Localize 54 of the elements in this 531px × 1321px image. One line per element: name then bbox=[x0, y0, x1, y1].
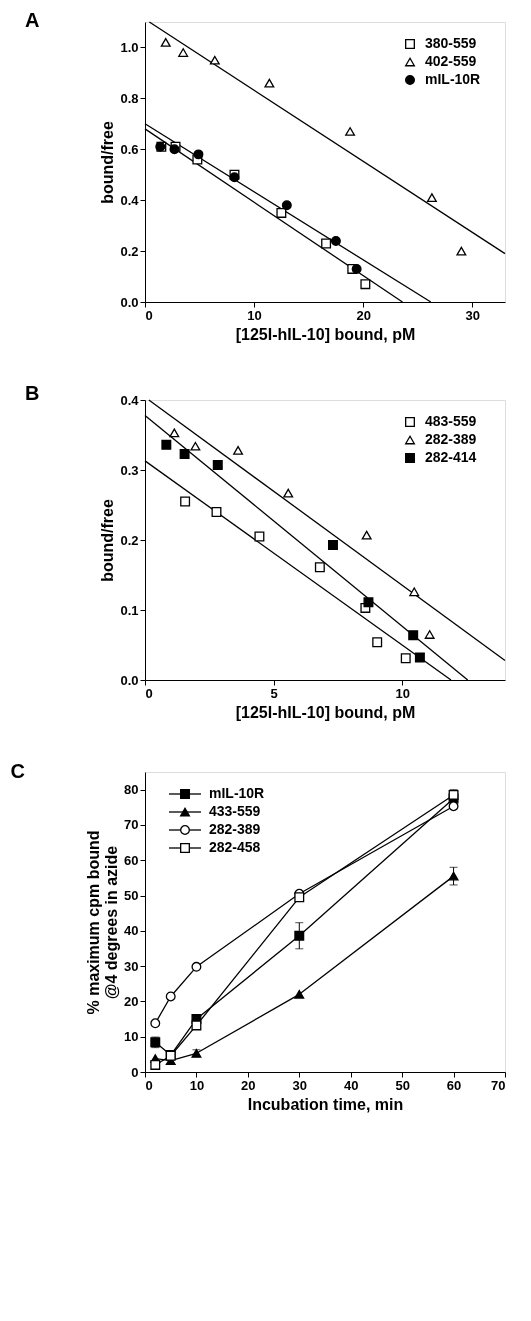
y-tick-label: 20 bbox=[124, 993, 139, 1009]
y-tick-label: 70 bbox=[124, 817, 139, 833]
legend-label: 402-559 bbox=[425, 53, 477, 69]
y-tick-label: 0.2 bbox=[120, 532, 139, 548]
y-tick-label: 0.3 bbox=[120, 462, 139, 478]
legend-label: 433-559 bbox=[209, 803, 261, 819]
y-axis-title: bound/free bbox=[99, 121, 117, 204]
x-axis-title: [125I-hIL-10] bound, pM bbox=[235, 325, 416, 343]
y-tick-label: 0.2 bbox=[120, 243, 139, 259]
legend-label: mIL-10R bbox=[425, 71, 481, 87]
y-tick-label: 80 bbox=[124, 782, 139, 798]
y-tick-label: 10 bbox=[124, 1029, 139, 1045]
y-tick-label: 0.0 bbox=[120, 672, 139, 688]
y-tick-label: 0.1 bbox=[120, 602, 139, 618]
legend-label: 282-389 bbox=[425, 431, 477, 447]
y-tick-label: 0.0 bbox=[120, 294, 139, 310]
x-axis-title: [125I-hIL-10] bound, pM bbox=[235, 703, 416, 721]
x-tick-label: 70 bbox=[491, 1077, 506, 1093]
y-tick-label: 50 bbox=[124, 888, 139, 904]
x-tick-label: 10 bbox=[189, 1077, 205, 1093]
x-tick-label: 10 bbox=[395, 685, 410, 701]
x-tick-label: 0 bbox=[145, 685, 153, 701]
x-tick-label: 30 bbox=[465, 307, 481, 323]
legend-label: 380-559 bbox=[425, 35, 477, 51]
x-tick-label: 0 bbox=[145, 1077, 153, 1093]
legend-label: 282-414 bbox=[425, 449, 477, 465]
chart-title: A bbox=[24, 9, 40, 32]
x-tick-label: 30 bbox=[292, 1077, 308, 1093]
x-tick-label: 60 bbox=[446, 1077, 462, 1093]
y-tick-label: 0 bbox=[131, 1064, 139, 1080]
legend-label: 282-389 bbox=[209, 821, 261, 837]
y-tick-label: 0.4 bbox=[120, 392, 140, 408]
y-tick-label: 30 bbox=[124, 958, 139, 974]
y-axis-title: % maximum cpm bound @4 degrees in azide bbox=[85, 830, 121, 1015]
y-tick-label: 40 bbox=[124, 923, 139, 939]
x-tick-label: 20 bbox=[241, 1077, 256, 1093]
y-tick-label: 1.0 bbox=[120, 39, 139, 55]
x-tick-label: 5 bbox=[270, 685, 278, 701]
x-tick-label: 0 bbox=[145, 307, 153, 323]
legend-label: 483-559 bbox=[425, 413, 477, 429]
legend-label: 282-458 bbox=[209, 839, 261, 855]
x-tick-label: 20 bbox=[356, 307, 371, 323]
y-tick-label: 0.8 bbox=[120, 90, 139, 106]
x-tick-label: 40 bbox=[343, 1077, 359, 1093]
x-axis-title: Incubation time, min bbox=[247, 1095, 404, 1113]
legend-label: mIL-10R bbox=[209, 785, 265, 801]
chart-title: B bbox=[24, 382, 40, 404]
chart-title: C bbox=[10, 760, 25, 782]
y-axis-title: bound/free bbox=[99, 499, 117, 582]
x-tick-label: 10 bbox=[247, 307, 262, 323]
y-tick-label: 0.4 bbox=[120, 192, 140, 208]
x-tick-label: 50 bbox=[395, 1077, 410, 1093]
y-tick-label: 60 bbox=[124, 852, 139, 868]
y-tick-label: 0.6 bbox=[120, 141, 139, 157]
